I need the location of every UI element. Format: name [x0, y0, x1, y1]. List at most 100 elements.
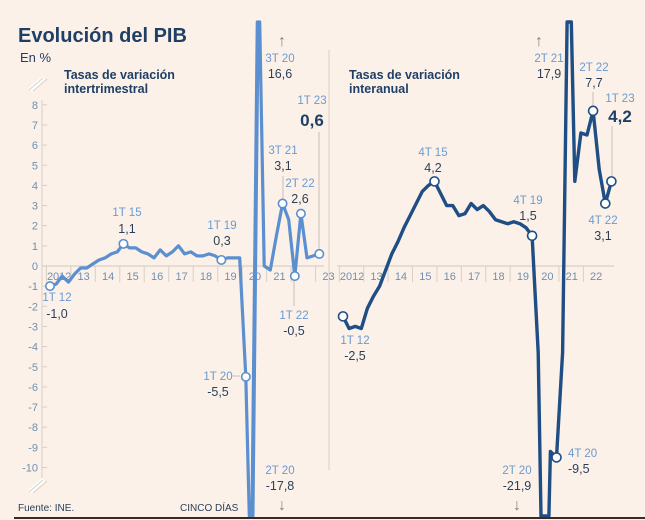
axis-break-mark — [28, 478, 46, 494]
y-tick-label: -4 — [28, 342, 38, 354]
annotation-3t20: 3T 20 16,6 ↑ — [265, 33, 294, 81]
annotation-2t21: 2T 21 17,9 ↑ — [534, 33, 563, 81]
annotation-value: -0,5 — [283, 324, 305, 338]
highlight-marker — [526, 230, 538, 242]
x-tick-label: 13 — [370, 271, 382, 283]
arrow-down-icon: ↓ — [278, 497, 286, 514]
x-tick-label: 20 — [541, 271, 553, 283]
annotation-1t20: 1T 20 -5,5 — [203, 371, 232, 399]
y-tick-label: 6 — [32, 140, 38, 152]
x-tick-label: 19 — [224, 271, 236, 283]
highlight-marker — [314, 248, 325, 259]
x-tick-label: 17 — [175, 271, 187, 283]
annotation-1t12: 1T 12 -2,5 — [340, 335, 369, 363]
axis-break-mark — [28, 77, 44, 91]
highlight-marker — [587, 105, 599, 117]
x-tick-label: 15 — [419, 271, 431, 283]
highlight-marker — [277, 198, 288, 209]
highlight-marker — [429, 176, 440, 187]
annotation-value: -5,5 — [207, 385, 229, 399]
chart-title: Evolución del PIB — [18, 25, 187, 47]
annotation-1t22: 1T 22 -0,5 — [279, 310, 308, 338]
annotation-quarter: 1T 23 — [297, 95, 326, 107]
y-tick-label: -6 — [28, 382, 38, 394]
annotation-quarter: 1T 15 — [112, 207, 141, 219]
annotation-value: 2,6 — [291, 192, 308, 206]
x-tick-label: 13 — [78, 271, 90, 283]
series-line-interanual — [341, 20, 614, 518]
x-tick-label: 2012 — [340, 271, 364, 283]
annotation-4t22: 4T 22 3,1 — [588, 215, 617, 243]
x-tick-label: 16 — [444, 271, 456, 283]
highlight-marker — [337, 311, 349, 322]
annotation-value: -1,0 — [46, 307, 68, 321]
annotation-1t23: 1T 23 0,6 — [297, 95, 326, 130]
annotation-value: -21,9 — [503, 479, 532, 493]
annotation-quarter: 3T 21 — [268, 145, 297, 157]
annotation-2t22: 2T 22 7,7 — [579, 62, 608, 90]
x-tick-label: 18 — [200, 271, 212, 283]
annotation-1t23: 1T 23 4,2 — [605, 93, 634, 126]
annotation-quarter: 1T 19 — [207, 220, 236, 232]
annotation-1t15: 1T 15 1,1 — [112, 207, 141, 236]
annotation-1t12: 1T 12 -1,0 — [42, 292, 71, 321]
axis-break-mark — [28, 76, 46, 92]
y-tick-label: -10 — [22, 463, 38, 475]
annotation-quarter: 1T 22 — [279, 310, 308, 322]
annotation-value: 16,6 — [268, 67, 292, 81]
annotation-quarter: 2T 22 — [579, 62, 608, 74]
x-tick-label: 14 — [395, 271, 407, 283]
annotation-quarter: 2T 22 — [285, 178, 314, 190]
y-tick-label: 7 — [32, 120, 38, 132]
annotation-quarter: 2T 21 — [534, 53, 563, 65]
brand-label: CINCO DÍAS — [180, 501, 239, 514]
annotation-quarter: 1T 23 — [605, 93, 634, 105]
y-tick-label: -8 — [28, 422, 38, 434]
x-tick-label: 23 — [322, 271, 334, 283]
x-tick-label: 21 — [273, 271, 285, 283]
annotation-value: -2,5 — [344, 349, 366, 363]
axis-break-mark — [32, 78, 48, 92]
y-tick-label: 5 — [32, 160, 38, 172]
annotation-quarter: 4T 20 — [568, 448, 597, 460]
annotation-value: 4,2 — [608, 107, 632, 126]
right-subtitle-1: Tasas de variación — [349, 68, 460, 82]
annotation-2t22: 2T 22 2,6 — [285, 178, 314, 206]
y-tick-label: 1 — [32, 241, 38, 253]
annotation-quarter: 4T 22 — [588, 215, 617, 227]
series-line-intertrimestral — [49, 20, 320, 518]
annotation-quarter: 2T 20 — [502, 465, 531, 477]
y-tick-label: -3 — [28, 321, 38, 333]
unit-label: En % — [20, 50, 52, 65]
annotation-quarter: 4T 19 — [513, 195, 542, 207]
y-tick-label: -9 — [28, 442, 38, 454]
axis-break-mark — [32, 480, 48, 494]
highlight-marker — [551, 452, 562, 463]
arrow-up-icon: ↑ — [535, 33, 543, 50]
annotation-3t21: 3T 21 3,1 — [268, 145, 297, 173]
y-tick-label: -2 — [28, 301, 38, 313]
annotation-2t20: 2T 20 -17,8 ↓ — [265, 465, 294, 514]
arrow-down-icon: ↓ — [513, 497, 521, 514]
x-tick-label: 21 — [566, 271, 578, 283]
y-tick-label: 4 — [32, 180, 38, 192]
annotation-quarter: 1T 12 — [42, 292, 71, 304]
y-tick-label: 3 — [32, 201, 38, 213]
annotation-quarter: 4T 15 — [418, 147, 447, 159]
left-subtitle-2: intertrimestral — [64, 82, 148, 96]
x-tick-label: 15 — [126, 271, 138, 283]
highlight-marker — [606, 176, 617, 187]
left-subtitle-1: Tasas de variación — [64, 68, 175, 82]
annotation-4t15: 4T 15 4,2 — [418, 147, 447, 175]
annotation-value: 1,5 — [519, 209, 536, 223]
annotation-1t19: 1T 19 0,3 — [207, 220, 236, 248]
annotation-value: 0,6 — [300, 111, 324, 130]
arrow-up-icon: ↑ — [278, 33, 286, 50]
annotation-2t20: 2T 20 -21,9 ↓ — [502, 465, 531, 514]
annotation-4t19: 4T 19 1,5 — [513, 195, 542, 223]
annotation-quarter: 1T 20 — [203, 371, 232, 383]
annotation-quarter: 2T 20 — [265, 465, 294, 477]
annotation-value: 7,7 — [585, 76, 602, 90]
annotation-value: 3,1 — [594, 229, 611, 243]
